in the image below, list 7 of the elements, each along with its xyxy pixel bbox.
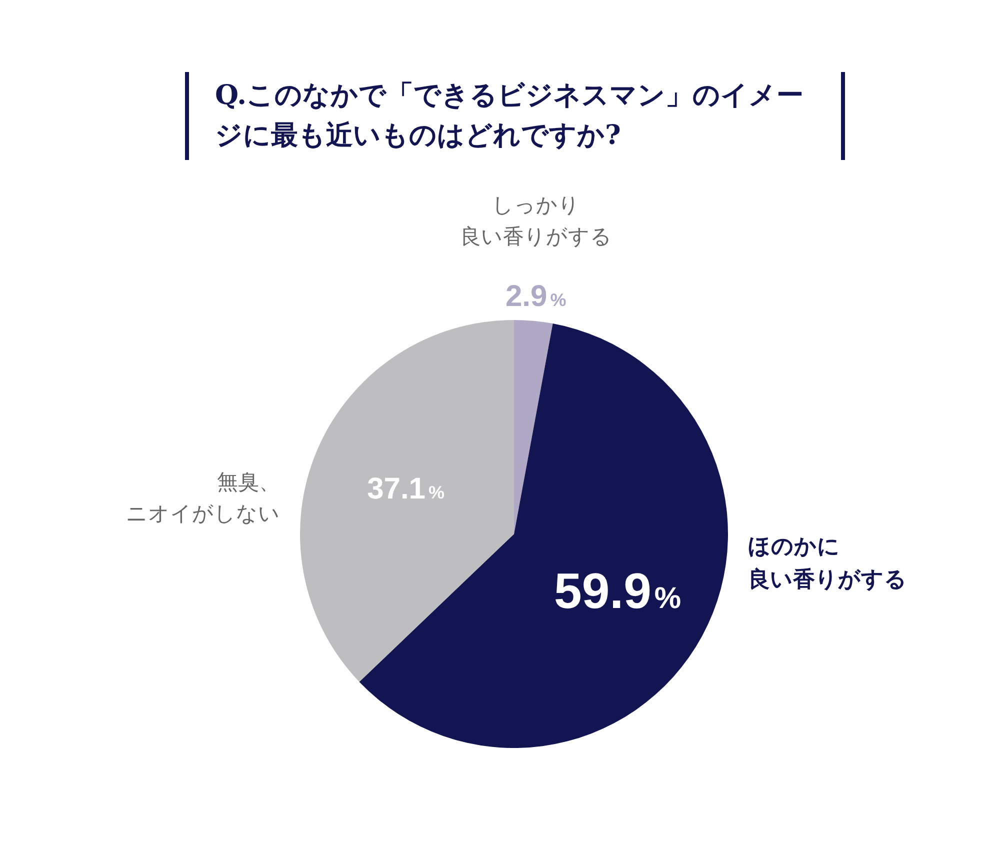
slice-label: ほのかに良い香りがする bbox=[748, 534, 907, 592]
chart-title: Q.このなかで「できるビジネスマン」のイメージに最も近いものはどれですか? bbox=[185, 72, 845, 160]
slice-label: しっかり良い香りがする bbox=[460, 192, 612, 248]
data-label: 59.9% bbox=[554, 562, 682, 619]
data-label: 2.9% bbox=[506, 280, 566, 313]
slice-label: 無臭、ニオイがしない bbox=[126, 470, 280, 526]
data-label: 37.1% bbox=[367, 472, 444, 506]
